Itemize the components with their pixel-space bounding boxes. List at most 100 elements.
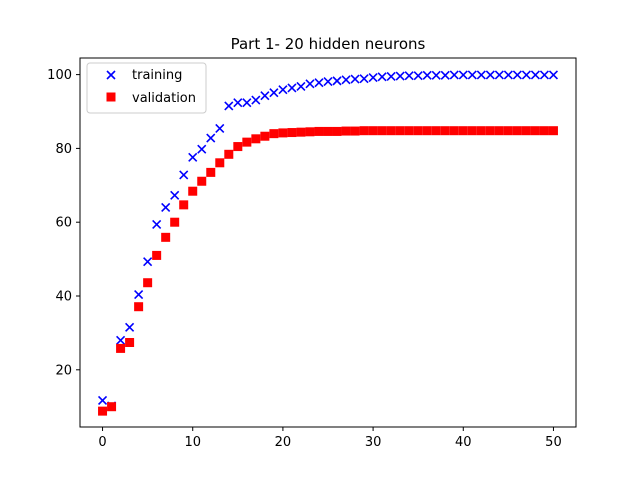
training-point	[404, 71, 414, 81]
validation-point	[458, 126, 468, 136]
validation-point	[206, 167, 216, 177]
validation-point	[395, 126, 405, 136]
training-point	[458, 70, 468, 80]
x-tick-label: 0	[98, 435, 106, 450]
training-point	[485, 70, 495, 80]
validation-point	[323, 126, 333, 136]
training-point	[206, 133, 216, 143]
x-tick-label: 30	[365, 435, 382, 450]
validation-point	[98, 406, 108, 416]
validation-point	[494, 126, 504, 136]
validation-point	[170, 217, 180, 227]
validation-point	[431, 126, 441, 136]
legend-box	[86, 62, 207, 114]
y-tick-label: 20	[55, 363, 72, 378]
training-point	[287, 83, 297, 93]
training-point	[395, 71, 405, 81]
training-point	[449, 70, 459, 80]
validation-point	[422, 126, 432, 136]
training-point	[97, 395, 108, 405]
training-point	[431, 70, 441, 80]
validation-point	[413, 126, 423, 136]
validation-point	[215, 158, 225, 168]
training-point	[278, 85, 288, 95]
training-point	[440, 70, 450, 80]
training-point	[359, 74, 369, 84]
validation-point	[503, 126, 513, 136]
validation-point	[188, 186, 198, 196]
validation-point	[224, 149, 234, 159]
legend-label-training: training	[132, 68, 182, 83]
validation-point	[548, 126, 558, 136]
training-point	[377, 72, 387, 82]
training-point	[134, 289, 144, 300]
training-point	[143, 257, 153, 267]
validation-point	[260, 131, 270, 141]
validation-point	[377, 126, 387, 136]
validation-point	[269, 129, 279, 139]
series-training	[97, 70, 559, 411]
plot-frame	[79, 57, 577, 428]
validation-point	[350, 126, 360, 136]
validation-point	[512, 126, 522, 136]
training-point	[224, 101, 234, 111]
training-point	[116, 335, 126, 345]
validation-point	[287, 128, 297, 138]
legend-marker-validation	[106, 92, 116, 102]
training-point	[530, 70, 540, 80]
training-point	[251, 95, 261, 105]
training-point	[467, 70, 477, 80]
training-point	[197, 144, 207, 154]
training-point	[476, 70, 486, 80]
validation-point	[125, 337, 135, 347]
validation-point	[359, 126, 369, 136]
y-tick-label: 60	[55, 216, 72, 231]
validation-point	[440, 126, 450, 136]
training-point	[332, 76, 342, 86]
training-point	[314, 78, 324, 88]
series-validation	[98, 126, 558, 416]
training-point	[512, 70, 522, 80]
validation-point	[197, 176, 207, 186]
validation-point	[278, 128, 288, 138]
training-point	[242, 98, 252, 108]
x-tick-label: 50	[545, 435, 562, 450]
x-tick-label: 40	[455, 435, 472, 450]
validation-point	[107, 402, 117, 412]
legend-label-validation: validation	[132, 91, 196, 106]
validation-point	[116, 343, 126, 353]
chart-title: Part 1- 20 hidden neurons	[231, 35, 426, 53]
training-point	[350, 74, 360, 84]
training-point	[539, 70, 550, 80]
training-point	[305, 79, 315, 89]
legend: training validation	[86, 62, 207, 114]
validation-point	[143, 278, 153, 288]
validation-point	[476, 126, 486, 136]
training-point	[179, 170, 189, 180]
validation-point	[386, 126, 396, 136]
y-tick-label: 100	[47, 68, 72, 83]
validation-point	[134, 302, 144, 312]
legend-marker-training	[106, 70, 116, 80]
validation-point	[521, 126, 531, 136]
plot-layer	[97, 70, 559, 416]
training-point	[161, 202, 171, 213]
ticks-layer: 0 10 20 30 40 50 20 40 60 80 100	[47, 68, 562, 450]
training-point	[170, 190, 180, 200]
validation-point	[251, 134, 261, 144]
validation-point	[179, 200, 189, 210]
validation-point	[314, 126, 324, 136]
validation-point	[539, 126, 549, 136]
training-point	[521, 70, 531, 80]
y-tick-label: 40	[55, 290, 72, 305]
training-point	[548, 70, 559, 80]
validation-point	[485, 126, 495, 136]
validation-point	[404, 126, 414, 136]
training-point	[341, 75, 351, 85]
legend-marker-validation-glyph	[106, 92, 116, 102]
training-point	[503, 70, 513, 80]
training-point	[269, 88, 279, 98]
validation-point	[233, 142, 243, 152]
training-point	[413, 71, 423, 81]
